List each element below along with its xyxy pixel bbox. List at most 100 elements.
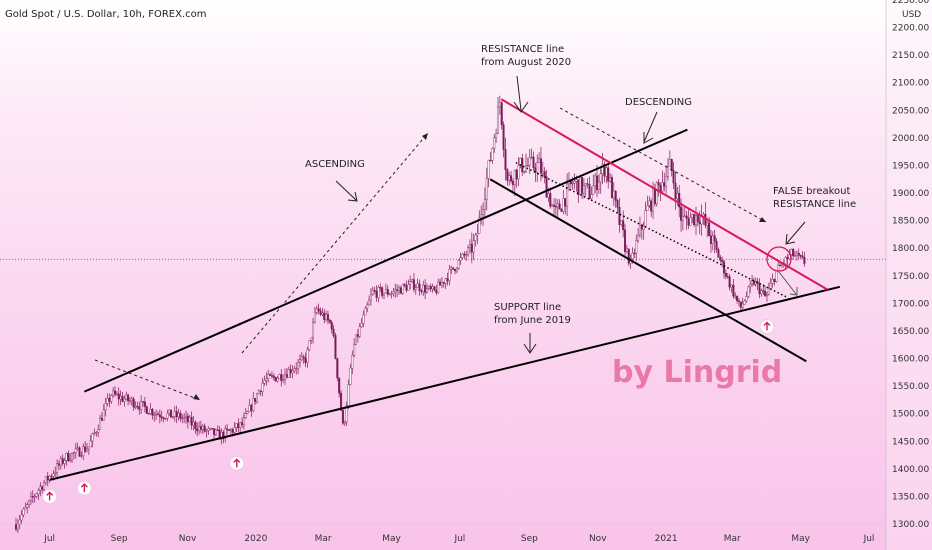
ann-resistance-1: RESISTANCE line xyxy=(481,44,564,55)
bull-candle xyxy=(384,289,387,294)
bear-candle xyxy=(334,335,337,359)
bear-candle xyxy=(762,290,765,292)
bear-candle xyxy=(736,295,739,302)
bull-candle xyxy=(209,428,212,430)
bull-candle xyxy=(605,167,608,177)
bear-candle xyxy=(549,193,552,207)
bull-candle xyxy=(267,374,270,379)
bear-candle xyxy=(696,215,699,222)
bear-candle xyxy=(429,285,432,290)
bear-candle xyxy=(564,198,567,207)
bear-candle xyxy=(603,164,606,177)
bear-candle xyxy=(338,377,341,394)
y-tick-label: 1900.00 xyxy=(892,189,929,199)
bear-candle xyxy=(728,276,731,288)
bull-candle xyxy=(239,422,242,429)
y-tick-label: 2100.00 xyxy=(892,79,929,89)
bear-candle xyxy=(138,406,141,410)
time-axis[interactable]: Jul Sep Nov 2020 Mar May Jul Sep Nov 2021 Mar May Ju… xyxy=(0,523,886,544)
bear-candle xyxy=(724,273,727,277)
bull-candle xyxy=(265,378,268,381)
bull-candle xyxy=(115,393,118,395)
bear-candle xyxy=(328,319,331,323)
bull-candle xyxy=(491,147,494,161)
x-tick-label: Mar xyxy=(315,534,332,544)
bull-candle xyxy=(496,106,499,134)
bear-candle xyxy=(196,428,199,432)
bull-candle xyxy=(676,193,679,200)
bear-candle xyxy=(719,257,722,261)
x-tick-label: 2020 xyxy=(244,534,267,544)
bear-candle xyxy=(532,156,535,168)
bear-candle xyxy=(504,149,507,170)
bull-candle xyxy=(646,205,649,211)
bear-candle xyxy=(254,398,257,402)
bear-candle xyxy=(713,235,716,242)
bear-candle xyxy=(57,463,60,466)
bull-candle xyxy=(734,295,737,297)
bull-candle xyxy=(440,282,443,286)
bear-candle xyxy=(797,252,800,256)
bear-candle xyxy=(610,177,613,199)
y-tick-label: 1700.00 xyxy=(892,299,929,309)
bull-candle xyxy=(769,282,772,289)
bull-candle xyxy=(642,225,645,230)
bear-candle xyxy=(511,180,514,186)
bull-candle xyxy=(431,286,434,290)
bull-candle xyxy=(601,164,604,174)
bull-candle xyxy=(306,349,309,363)
bear-candle xyxy=(786,256,789,260)
bull-candle xyxy=(371,290,374,295)
y-tick-label: 1650.00 xyxy=(892,327,929,337)
bull-candle xyxy=(411,279,414,282)
bull-candle xyxy=(123,398,126,402)
bear-candle xyxy=(680,206,683,221)
bear-candle xyxy=(132,398,135,408)
bull-candle xyxy=(780,263,783,267)
bull-candle xyxy=(575,179,578,182)
dashed-arrows xyxy=(94,107,767,401)
bull-candle xyxy=(261,383,264,392)
bear-candle xyxy=(515,169,518,180)
bull-candle xyxy=(794,255,797,257)
bull-candle xyxy=(207,428,210,431)
bull-candle xyxy=(185,415,188,418)
bull-candle xyxy=(517,165,520,180)
bull-candle xyxy=(495,133,498,138)
bear-candle xyxy=(175,411,178,417)
bear-candle xyxy=(41,486,44,491)
bear-candle xyxy=(403,284,406,286)
bull-candle xyxy=(635,240,638,254)
bear-candle xyxy=(698,221,701,225)
bear-candle xyxy=(158,414,161,418)
bull-candle xyxy=(530,156,533,158)
bull-candle xyxy=(457,260,460,269)
bull-candle xyxy=(63,460,66,464)
bull-candle xyxy=(89,440,92,448)
bear-candle xyxy=(186,415,189,423)
bear-candle xyxy=(543,171,546,178)
annotation-support: SUPPORT line from June 2019 xyxy=(494,302,571,354)
bear-candle xyxy=(633,252,636,255)
bear-candle xyxy=(179,412,182,419)
bull-candle xyxy=(760,290,763,295)
bear-candle xyxy=(672,170,675,184)
bull-candle xyxy=(637,234,640,241)
bear-candle xyxy=(803,257,806,264)
price-axis[interactable]: 1300.00 1350.00 1400.00 1450.00 1500.00 1550.… xyxy=(885,0,932,550)
bear-candle xyxy=(506,169,509,181)
bear-candle xyxy=(764,290,767,297)
bull-candle xyxy=(72,452,75,454)
bear-candle xyxy=(739,301,742,308)
chart-title: Gold Spot / U.S. Dollar, 10h, FOREX.com xyxy=(5,9,207,20)
bear-candle xyxy=(326,314,329,321)
bull-candle xyxy=(263,380,266,384)
bull-candle xyxy=(85,448,88,452)
bear-candle xyxy=(330,322,333,330)
bull-candle xyxy=(310,337,313,341)
bull-candle xyxy=(767,288,770,295)
bear-candle xyxy=(545,176,548,198)
bull-candle xyxy=(97,429,100,433)
bull-candle xyxy=(155,413,158,416)
bear-candle xyxy=(446,278,449,282)
